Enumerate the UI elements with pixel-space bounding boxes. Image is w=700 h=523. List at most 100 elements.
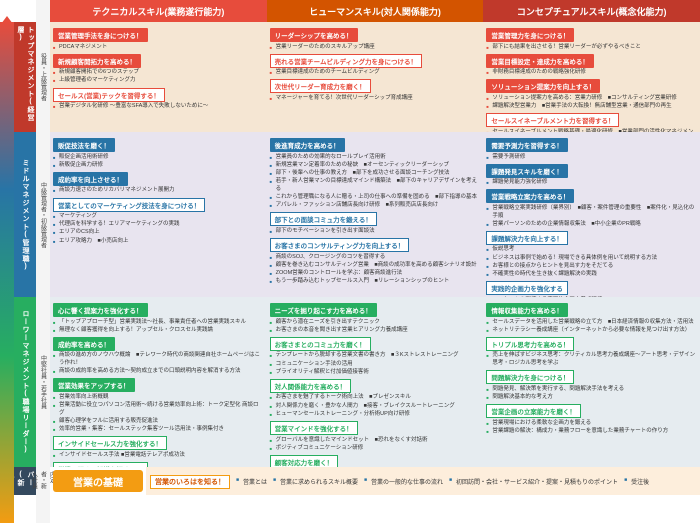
topic-item: 非財務目標達成のための戦略強化研修 xyxy=(486,69,697,77)
topic-item: お客さまの本音を聞き出す営業ヒアリング力養成講座 xyxy=(270,327,481,335)
arrow-column xyxy=(0,0,14,523)
topic-item: 営業員のための効果的なロールプレイ活用術 xyxy=(270,154,481,162)
topic-item: マネージャーを育てる！次世代リーダーシップ育成講座 xyxy=(270,95,481,103)
topic-item: 営業効率向上術概観 xyxy=(53,394,264,402)
topic-header: お客さまとのコミュ力を磨く！ xyxy=(270,337,371,351)
topic-item: 部下・後輩への仕事の教え方 ■部下を成功させる面談コーチング技法 xyxy=(270,170,481,178)
topic-header: 実践的企画力を強化する xyxy=(486,281,568,295)
topic-item: エリアのCS向上 xyxy=(53,229,264,237)
topic-item: 新規営業マン定着率のための秘訣 ■オーセンティックリーダーシップ xyxy=(270,162,481,170)
grid-cell: 営業管理力を身につける！部下にも結果を出させる！営業リーダーが必ずやるべきこと営… xyxy=(483,22,700,132)
matrix-container: トップマネジメント(経営層)ミドルマネジメント(管理職)ローワーマネジメント(職… xyxy=(0,0,700,523)
topic-item: ポジティブコミュニケーション研修 xyxy=(270,445,481,453)
main-grid: テクニカルスキル(業務遂行能力)ヒューマンスキル(対人関係能力)コンセプチュアル… xyxy=(50,0,700,523)
topic-header: お客さまのコンサルティング力を向上する！ xyxy=(270,238,410,252)
role-sublabel-column: 役員・上級管理者中級管理者・初級管理者中堅社員・若手社員内定者・新入社員 xyxy=(36,0,50,523)
column-header: コンセプチュアルスキル(概念化能力) xyxy=(483,0,700,22)
role-label-column: トップマネジメント(経営層)ミドルマネジメント(管理職)ローワーマネジメント(職… xyxy=(14,0,36,523)
topic-item: グローバルを意識したマインドセット ■恐れをなくす対話術 xyxy=(270,437,481,445)
topic-header: セールス(営業)テックを習得する！ xyxy=(53,88,165,102)
grid-cell: 後進育成力を高める！ 営業員のための効果的なロールプレイ活用術新規営業マン定着率の… xyxy=(267,132,484,297)
grid-row: 販促技法を磨く！販促企画活用術研修新販促企画力研修成約率を向上させる！商談力速さ… xyxy=(50,132,700,297)
topic-header: 次世代リーダー育成力を磨く！ xyxy=(270,79,371,93)
topic-header: 顧客対応力を磨く！ xyxy=(270,455,339,467)
topic-item: ソリューション提案力を高める：営業力研修 ■コンサルティング営業研修 xyxy=(486,95,697,103)
grid-cell: 心に響く提案力を強化する！「トップアプローチ型」営業実践法～社長、事業責任者への… xyxy=(50,297,267,467)
row-label: ミドルマネジメント(管理職) xyxy=(14,132,36,297)
topic-item: 営業目標達成のためのチームビルディング xyxy=(270,69,481,77)
topic-item: 上級管理者のマーケティング力 xyxy=(53,77,264,85)
topic-header: 需要予測力を習得する！ xyxy=(486,138,568,152)
topic-header: 営業マインドを強化する！ xyxy=(270,421,358,435)
topic-item: 仮説思考 xyxy=(486,246,697,254)
topic-header: 部下との面談コミュ力を鍛える！ xyxy=(270,212,377,226)
topic-header: 対人関係能力を高める！ xyxy=(270,379,352,393)
level-arrow xyxy=(0,22,14,523)
topic-item: 営業リーダーのためのスキルアップ講座 xyxy=(270,44,481,52)
column-header: ヒューマンスキル(対人関係能力) xyxy=(267,0,484,22)
topic-item: 課題解決型営業力 ■営業手法の大転換！無店舗型営業・通信部門の再生 xyxy=(486,103,697,111)
topic-item: 顧客を巻き込むコンサルティング営業 ■商談の成功率を高める顧客シナリオ設計 xyxy=(270,262,481,270)
grid-cell: 販促技法を磨く！販促企画活用術研修新販促企画力研修成約率を向上させる！商談力速さ… xyxy=(50,132,267,297)
topic-item: 営業課題の解決：構成力・業務フローを意識した業務チャートの作り方 xyxy=(486,428,697,436)
foundation-item: 営業とは xyxy=(236,477,267,486)
topic-header: 情報収集能力を高める！ xyxy=(486,303,568,317)
topic-header: トリプル思考力を高める！ xyxy=(486,337,574,351)
topic-item: PDCAマネジメント xyxy=(53,44,264,52)
topic-item: アパレル・ファッション店舗店長向け研修 ■系列販売店店長向け xyxy=(270,202,481,210)
topic-header: 後進育成力を高める！ xyxy=(270,138,345,152)
topic-item: マーケティング xyxy=(53,213,264,221)
row-label: トップマネジメント(経営層) xyxy=(14,22,36,132)
topic-header: 課題発見スキルを磨く！ xyxy=(486,164,568,178)
grid-cell: 営業管理手法を身につける！PDCAマネジメント新規顧客開拓力を高める！新規顧客開… xyxy=(50,22,267,132)
topic-item: ネットリテラシー養成講座（インターネットから必要な情報を見つけ出す方法） xyxy=(486,327,697,335)
topic-header: 成約率を高める！ xyxy=(53,337,115,351)
topic-item: 営業活動に役立つパソコン活用術～続ける営業効率向上術：トーク定型化 商談ログ xyxy=(53,402,264,417)
topic-item: 需要予測研修 xyxy=(486,154,697,162)
topic-item: お客さまを魅了するトーク術向上法 ■プレゼンスキル xyxy=(270,394,481,402)
topic-item: テンプレートから脱却する営業文書の書き方 ■３Kストレストレーニング xyxy=(270,352,481,360)
row-sublabel: 中堅社員・若手社員 xyxy=(36,297,50,467)
topic-item: 不確実性の時代を生き抜く課題解決の実践 xyxy=(486,271,697,279)
topic-item: コミュニケーション手法の活用 xyxy=(270,361,481,369)
row-sublabel: 中級管理者・初級管理者 xyxy=(36,132,50,297)
topic-item: 営業パーソンのための企業情報収集法 ■中小企業のPR戦略 xyxy=(486,221,697,229)
grid-rows: 営業管理手法を身につける！PDCAマネジメント新規顧客開拓力を高める！新規顧客開… xyxy=(50,22,700,467)
topic-header: 売れる営業チームビルディング力を身につける！ xyxy=(270,54,422,68)
row-sublabel: 役員・上級管理者 xyxy=(36,22,50,132)
topic-item: 商談の進め方のノウハウ概論 ■テレワーク時代の商談関連自社ホームページはこう作れ… xyxy=(53,352,264,367)
topic-item: もう一歩踏み込むトップセールス入門 ■リレーションシップのヒント xyxy=(270,278,481,286)
topic-item: エリア攻略力 ■小売店向上 xyxy=(53,238,264,246)
topic-item: プライオリティ解釈と付加価値接客術 xyxy=(270,369,481,377)
topic-item: 部下のモチベーションを引き出す面談法 xyxy=(270,228,481,236)
foundation-item: 初回訪問・会社・サービス紹介・提案・見積もりのポイント xyxy=(449,477,618,486)
topic-item: ヒューマンセールストレーニング・分析術UP向け研修 xyxy=(270,411,481,419)
topic-item: ZOOM営業のコントロールを学ぶ：顧客商談進行法 xyxy=(270,270,481,278)
topic-item: 課題発見能力強化研修 xyxy=(486,179,697,187)
topic-item: 商談力速さのためリカバリマネジメント展開力 xyxy=(53,187,264,195)
foundation-item: 営業に求められるスキル概要 xyxy=(273,477,358,486)
topic-item: お客様との接点からヒントを見出す力をそだてる xyxy=(486,263,697,271)
topic-header: 営業効果をアップする！ xyxy=(53,378,135,392)
topic-header: 営業管理手法を身につける！ xyxy=(53,28,148,42)
topic-header: 営業企画の立案能力を磨く！ xyxy=(486,404,581,418)
foundation-item: 受注後 xyxy=(624,477,649,486)
topic-item: 新規顧客開拓での6つのステップ xyxy=(53,69,264,77)
topic-item: 営業デジタル化研修 ～豊富なSFA導入で失敗しないために～ xyxy=(53,103,264,111)
topic-item: 新販促企画力研修 xyxy=(53,162,264,170)
topic-item: 営業戦略立案実践研修（業界別） ■顧客・案件管理の重要性 ■案件化・見込化の手順 xyxy=(486,205,697,220)
topic-header: 課題解決力を向上する！ xyxy=(486,231,568,245)
grid-row: 営業管理手法を身につける！PDCAマネジメント新規顧客開拓力を高める！新規顧客開… xyxy=(50,22,700,132)
topic-header: ニーズを掘り起こす力を高める！ xyxy=(270,303,377,317)
topic-header: 営業に関する知識を深める！ xyxy=(53,462,148,467)
topic-item: これから管理職になる人に贈る・上司の仕事への準備を固める ■部下指導の基本 xyxy=(270,194,481,202)
topic-header: 問題解決力を身につける！ xyxy=(486,370,574,384)
topic-item: 「トップアプローチ型」営業実践法～社長、事業責任者への営業実践スキル xyxy=(53,319,264,327)
topic-header: 営業としてのマーケティング技法を身につける！ xyxy=(53,198,205,212)
topic-item: 対人関係力を磨く・豊かな人間力 ■接客・ブレイクスルートレーニング xyxy=(270,403,481,411)
topic-header: セールスイネーブルメント力を習得する！ xyxy=(486,113,619,127)
topic-item: 顧客から潜在ニーズを引き出すテクニック xyxy=(270,319,481,327)
topic-item: 商談の成約率を高める方法～契約成立までの口頭説明内容を解消する方法 xyxy=(53,368,264,376)
topic-item: 代理店を科学する！エリアマーケティングの実践 xyxy=(53,221,264,229)
column-headers: テクニカルスキル(業務遂行能力)ヒューマンスキル(対人関係能力)コンセプチュアル… xyxy=(50,0,700,22)
